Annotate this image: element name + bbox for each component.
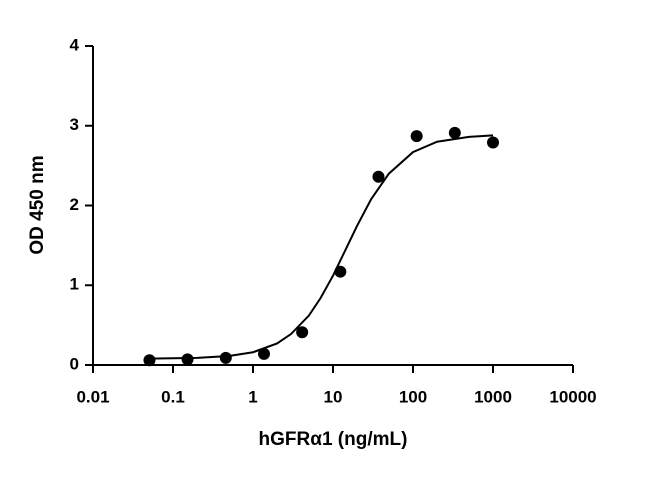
x-tick-label: 10000 (549, 387, 596, 406)
y-axis-title: OD 450 nm (27, 155, 48, 254)
x-tick-label: 1000 (474, 387, 512, 406)
x-axis-title: hGFRα1 (ng/mL) (259, 429, 408, 450)
x-tick-label: 10 (324, 387, 343, 406)
x-tick-label: 100 (399, 387, 427, 406)
y-tick-label: 4 (70, 35, 80, 54)
y-tick-label: 0 (70, 354, 79, 373)
y-tick-label: 1 (70, 275, 79, 294)
data-point (448, 126, 461, 139)
fit-curve (148, 134, 494, 360)
y-tick-label: 3 (70, 115, 79, 134)
data-point (257, 347, 270, 360)
data-point (219, 351, 232, 364)
data-point (487, 136, 499, 149)
data-point (410, 130, 423, 143)
y-tick-label: 2 (70, 195, 79, 214)
data-point (372, 170, 385, 183)
x-tick-label: 0.1 (161, 387, 185, 406)
data-point (181, 353, 194, 366)
x-tick-label: 0.01 (76, 387, 109, 406)
x-tick-label: 1 (248, 387, 257, 406)
data-point (143, 354, 156, 367)
data-point (296, 326, 309, 339)
